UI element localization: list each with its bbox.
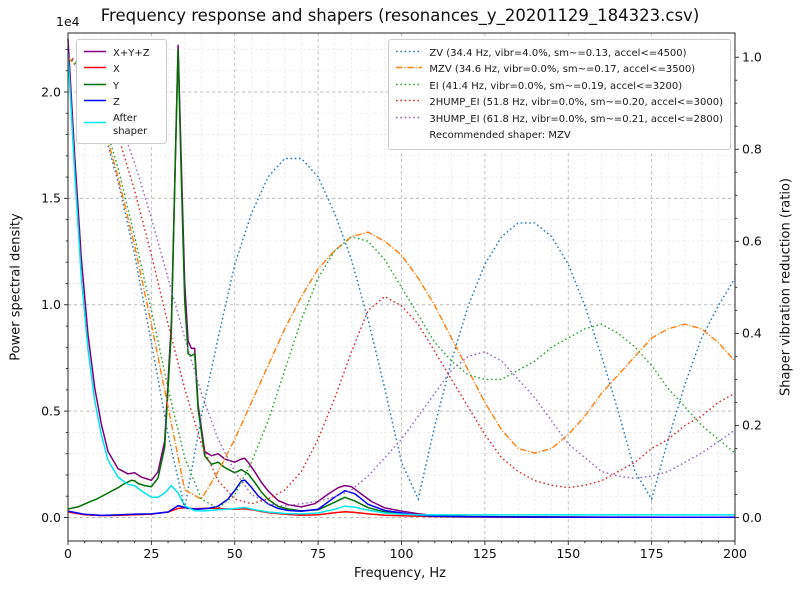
legend-label-x: X xyxy=(113,64,120,75)
legend-label-2hump_ei: 2HUMP_EI (51.8 Hz, vibr=0.0%, sm~=0.20, … xyxy=(429,97,723,108)
legend-label-ei: EI (41.4 Hz, vibr=0.0%, sm~=0.19, accel<… xyxy=(429,80,683,92)
grid-minor xyxy=(68,33,735,541)
x-tick-label: 50 xyxy=(227,546,243,561)
y-left-tick-label: 2.0 xyxy=(41,84,61,99)
y-left-tick-label: 1.0 xyxy=(41,297,61,312)
series-psd xyxy=(67,38,735,519)
x-tick-label: 150 xyxy=(556,546,580,561)
legend-label-mzv: MZV (34.6 Hz, vibr=0.0%, sm~=0.17, accel… xyxy=(429,64,696,75)
legend-item-x: X xyxy=(83,62,159,77)
legend-item-x_y_z: X+Y+Z xyxy=(83,46,159,61)
legend-label-z: Z xyxy=(113,97,120,108)
legend-line-swatch xyxy=(395,128,423,139)
y-right-tick-label: 0.0 xyxy=(742,510,762,525)
legend-line-swatch xyxy=(396,83,423,85)
legend-item-ei: EI (41.4 Hz, vibr=0.0%, sm~=0.19, accel<… xyxy=(395,79,723,94)
x-tick-label: 125 xyxy=(473,546,497,561)
legend-item-3hump_ei: 3HUMP_EI (61.8 Hz, vibr=0.0%, sm~=0.21, … xyxy=(395,112,723,127)
y-right-tick-label: 0.6 xyxy=(742,234,762,249)
curve-3hump_ei xyxy=(67,56,736,507)
legend-line-swatch xyxy=(84,66,106,69)
y-right-tick-label: 0.2 xyxy=(742,418,762,433)
z-line-icon xyxy=(83,95,107,110)
x-tick-label: 100 xyxy=(390,546,414,561)
legend-item-recommended: Recommended shaper: MZV xyxy=(395,128,723,143)
curve-after_shaper xyxy=(67,53,735,516)
legend-line-swatch xyxy=(84,99,106,102)
series-shapers xyxy=(67,56,736,510)
chart-title: Frequency response and shapers (resonanc… xyxy=(100,6,700,25)
y-line-icon xyxy=(83,79,107,94)
legend-line-swatch xyxy=(84,121,106,124)
legend-line-swatch xyxy=(396,116,423,118)
y-right-tick-label: 0.4 xyxy=(742,326,762,341)
legend-line-swatch xyxy=(84,83,106,85)
curve-zv xyxy=(67,56,736,509)
axis-ticks xyxy=(64,49,739,545)
legend-label-y: Y xyxy=(113,80,120,92)
legend-psd: X+Y+Z X Y Z After shaper xyxy=(76,39,167,144)
x_y_z-line-icon xyxy=(83,46,107,61)
x-tick-label: 25 xyxy=(143,546,159,561)
3hump_ei-line-icon xyxy=(395,112,423,127)
legend-label-3hump_ei: 3HUMP_EI (61.8 Hz, vibr=0.0%, sm~=0.21, … xyxy=(429,113,723,125)
curve-ei xyxy=(67,56,736,510)
y-axis-right-label: Shaper vibration reduction (ratio) xyxy=(778,178,794,396)
curve-mzv xyxy=(67,56,736,501)
y-axis-left-label: Power spectral density xyxy=(8,213,24,361)
legend-item-z: Z xyxy=(83,95,159,110)
legend-item-zv: ZV (34.4 Hz, vibr=4.0%, sm~=0.13, accel<… xyxy=(395,46,723,61)
2hump_ei-line-icon xyxy=(395,95,423,110)
legend-item-y: Y xyxy=(83,79,159,94)
x-tick-label: 200 xyxy=(723,546,747,561)
y-left-tick-label: 0.0 xyxy=(41,510,61,525)
x-line-icon xyxy=(83,62,107,77)
legend-label-recommended: Recommended shaper: MZV xyxy=(429,130,571,141)
mzv-line-icon xyxy=(395,62,423,77)
legend-label-zv: ZV (34.4 Hz, vibr=4.0%, sm~=0.13, accel<… xyxy=(429,47,687,59)
y-left-tick-label: 1.5 xyxy=(41,191,61,206)
curve-2hump_ei xyxy=(67,56,736,505)
legend-line-swatch xyxy=(396,66,423,69)
zv-line-icon xyxy=(395,46,423,61)
legend-item-after_shaper: After shaper xyxy=(83,112,159,138)
legend-label-after_shaper: After shaper xyxy=(113,112,148,137)
x-axis-label: Frequency, Hz xyxy=(353,566,447,581)
x-tick-label: 75 xyxy=(310,546,326,561)
legend-line-swatch xyxy=(84,50,106,52)
legend-line-swatch xyxy=(396,99,423,102)
axis-tick-labels: 0 25 50 75 100 125 150 175 200 0.0 0.5 1.0 1.5 2.0 0.0… xyxy=(41,50,762,562)
legend-line-swatch xyxy=(396,50,423,52)
y-axis-offset-text: 1e4 xyxy=(56,14,80,29)
legend-shapers: ZV (34.4 Hz, vibr=4.0%, sm~=0.13, accel<… xyxy=(388,39,731,150)
x-tick-label: 0 xyxy=(64,546,72,561)
legend-label-x_y_z: X+Y+Z xyxy=(113,47,150,59)
y-right-tick-label: 1.0 xyxy=(742,50,762,65)
legend-item-mzv: MZV (34.6 Hz, vibr=0.0%, sm~=0.17, accel… xyxy=(395,62,723,77)
x-tick-label: 175 xyxy=(640,546,664,561)
legend-spacer xyxy=(395,128,423,143)
legend-item-2hump_ei: 2HUMP_EI (51.8 Hz, vibr=0.0%, sm~=0.20, … xyxy=(395,95,723,110)
curve-y xyxy=(67,48,735,519)
after_shaper-line-icon xyxy=(83,117,107,132)
y-right-tick-label: 0.8 xyxy=(742,142,762,157)
ei-line-icon xyxy=(395,79,423,94)
y-left-tick-label: 0.5 xyxy=(41,403,61,418)
